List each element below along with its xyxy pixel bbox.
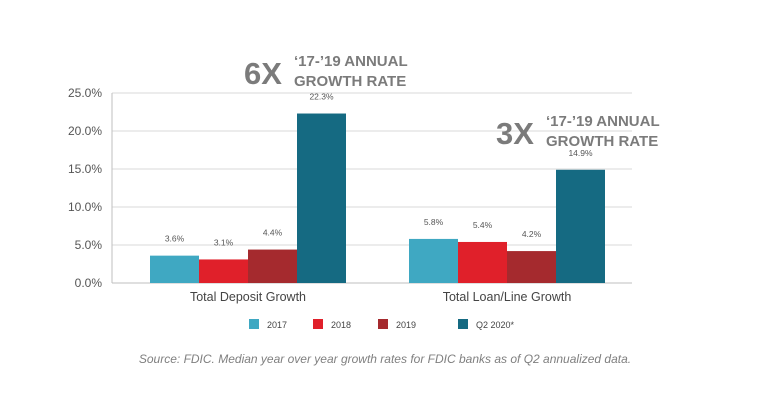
category-label: Total Loan/Line Growth [443,290,572,304]
legend-swatch [378,319,388,329]
legend-label: 2017 [267,320,287,330]
data-label: 4.4% [263,228,283,238]
bar [507,251,556,283]
data-label: 5.8% [424,217,444,227]
legend-swatch [458,319,468,329]
y-tick-label: 0.0% [75,276,103,290]
annotation-line: GROWTH RATE [294,73,406,90]
annotations: 6X ‘17-’19 ANNUAL GROWTH RATE 3X ‘17-’19 ANN… [244,53,660,151]
bars [150,113,605,284]
bar [150,255,199,283]
legend-label: Q2 2020* [476,320,515,330]
data-label: 3.1% [214,237,234,247]
legend: 2017 2018 2019 Q2 2020* [249,319,515,330]
data-label: 5.4% [473,220,493,230]
data-label: 3.6% [165,234,185,244]
legend-swatch [249,319,259,329]
bar [199,259,248,283]
annotation-line: GROWTH RATE [546,133,658,150]
y-tick-label: 20.0% [68,124,102,138]
legend-label: 2018 [331,320,351,330]
bar [458,241,507,283]
y-tick-label: 10.0% [68,200,102,214]
bar [409,238,458,283]
bar [248,249,297,283]
y-tick-label: 25.0% [68,86,102,100]
y-tick-label: 5.0% [75,238,103,252]
bar [556,169,605,283]
annotation-line: ‘17-’19 ANNUAL [294,53,408,70]
category-label: Total Deposit Growth [190,290,306,304]
annotation-line: ‘17-’19 ANNUAL [546,113,660,130]
data-label: 22.3% [309,92,334,102]
data-label: 4.2% [522,229,542,239]
bar [297,113,346,284]
annotation-multiplier: 3X [496,116,534,151]
data-label: 14.9% [568,148,593,158]
y-tick-label: 15.0% [68,162,102,176]
annotation-multiplier: 6X [244,56,282,91]
legend-swatch [313,319,323,329]
x-axis-categories: Total Deposit Growth Total Loan/Line Grow… [190,290,571,304]
source-note: Source: FDIC. Median year over year grow… [138,352,632,366]
y-axis-ticks: 0.0% 5.0% 10.0% 15.0% 20.0% 25.0% [68,86,102,290]
data-labels: 3.6% 3.1% 4.4% 22.3% 5.8% 5.4% 4.2% 14.9% [165,92,593,248]
legend-label: 2019 [396,320,416,330]
